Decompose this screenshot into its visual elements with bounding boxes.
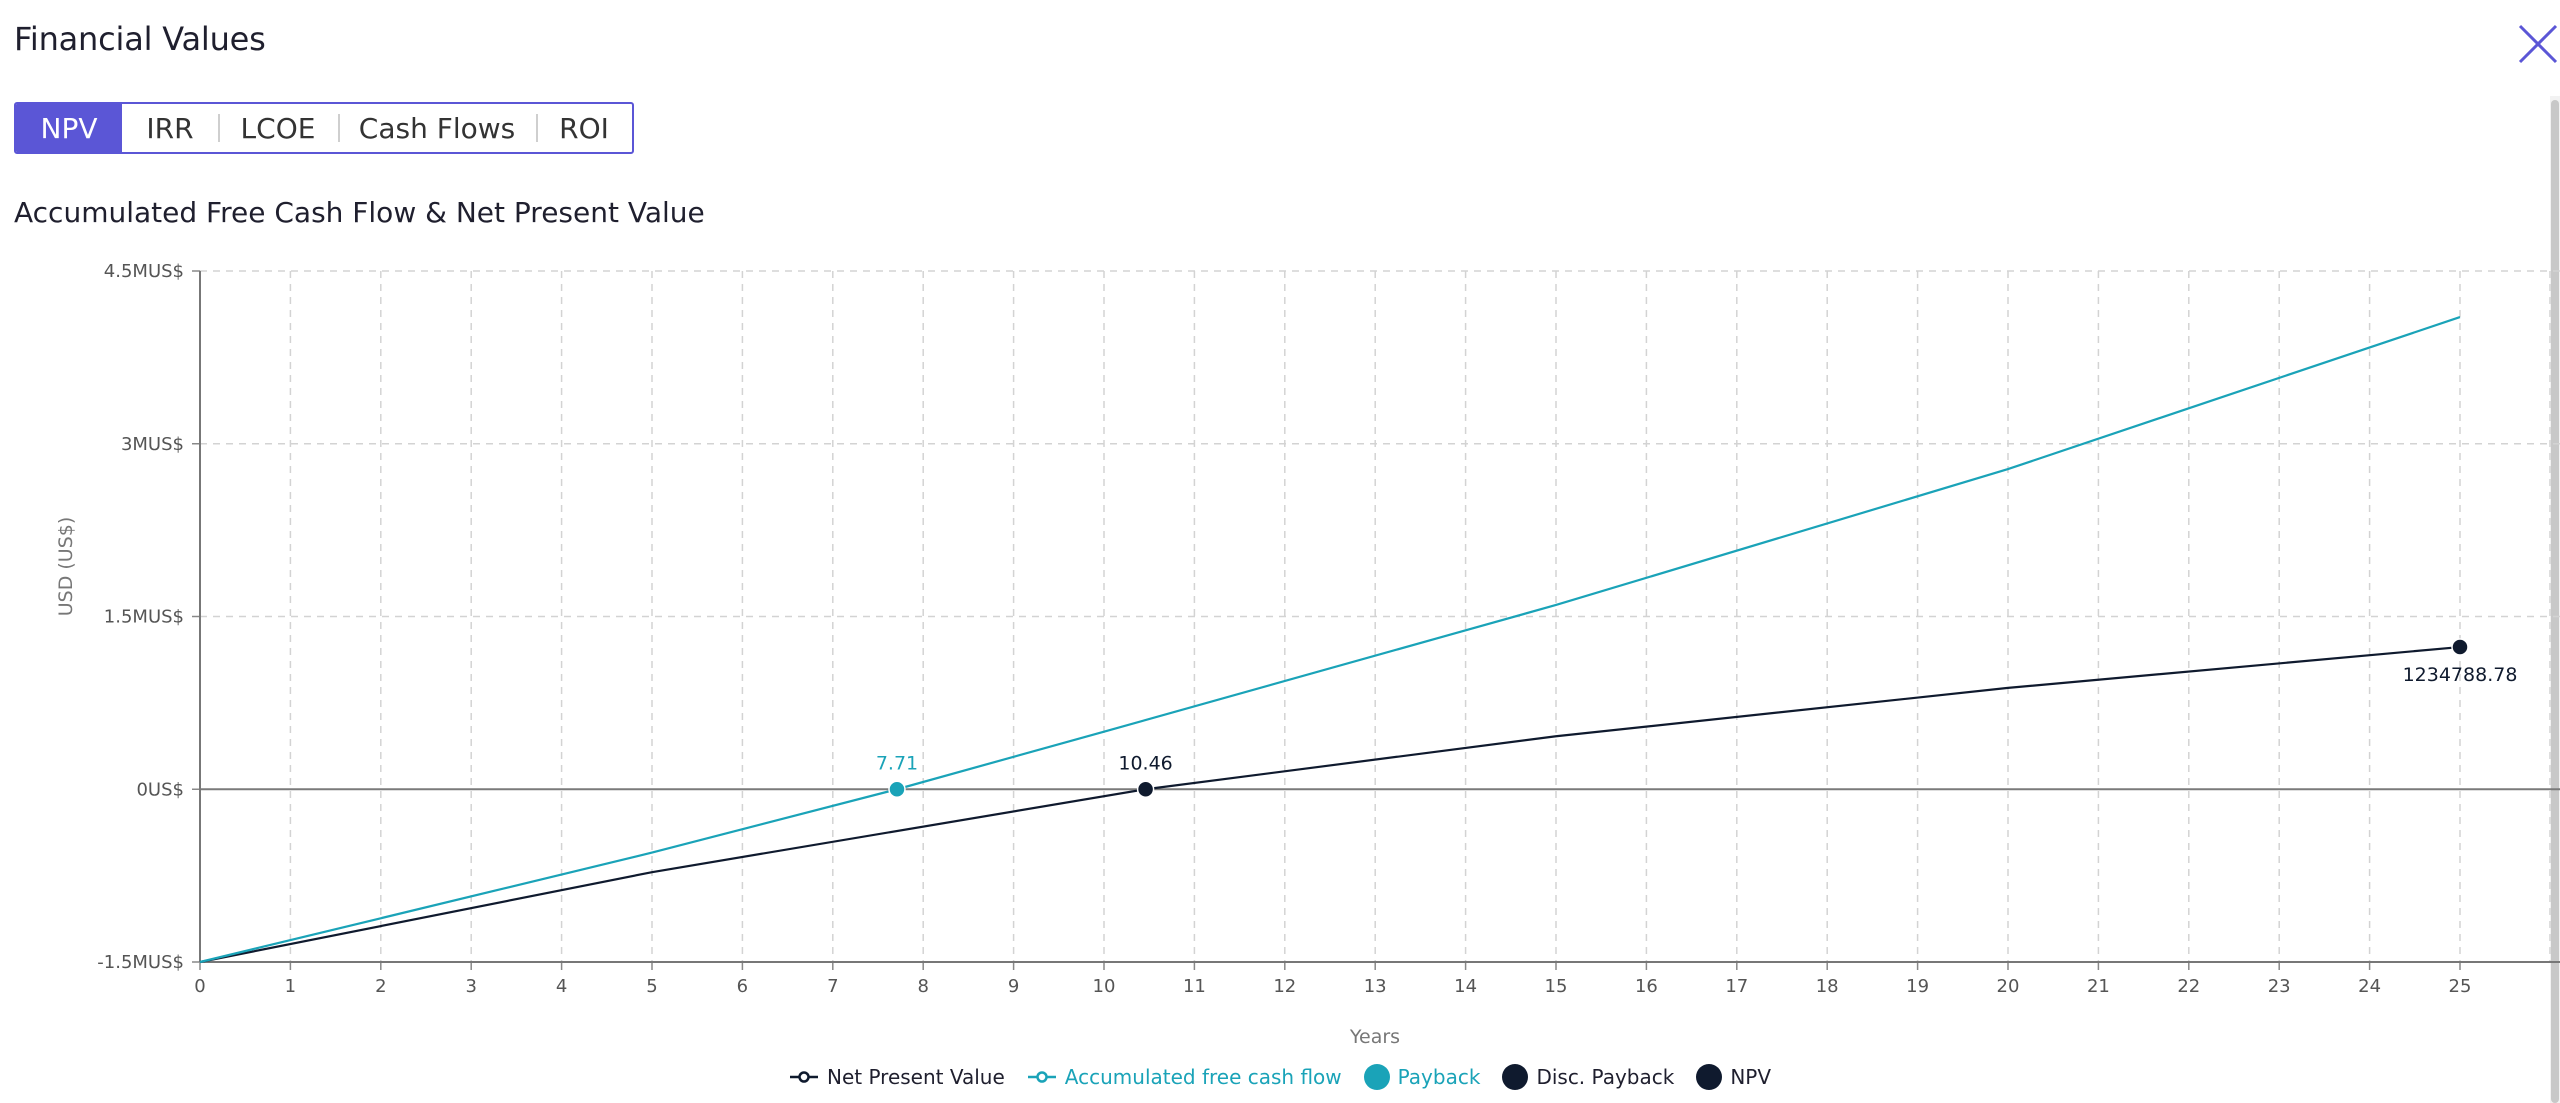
x-tick-label: 16 <box>1635 976 1658 997</box>
payback-data-label: 7.71 <box>876 752 918 774</box>
legend-dot-icon <box>1363 1064 1390 1090</box>
markers: 7.71 10.46 1234788.78 <box>876 638 2518 798</box>
x-tick-label: 19 <box>1906 976 1929 997</box>
tab-roi[interactable]: ROI <box>536 104 632 152</box>
x-tick-label: 6 <box>737 976 748 997</box>
tab-cash-flows[interactable]: Cash Flows <box>338 104 536 152</box>
y-tick-label: -1.5MUS$ <box>97 952 184 973</box>
x-tick-label: 21 <box>2087 976 2110 997</box>
series-lines <box>199 316 2461 964</box>
x-tick-label: 2 <box>375 976 386 997</box>
legend-label: Net Present Value <box>826 1065 1005 1089</box>
x-tick-label: 13 <box>1364 976 1387 997</box>
x-tick-label: 24 <box>2358 976 2381 997</box>
axes: 0 1 2 3 4 5 6 7 8 9 10 11 12 13 14 15 16 17 18 19 20 21 22 23 24… <box>97 261 2560 997</box>
x-tick-label: 25 <box>2449 976 2472 997</box>
legend-line-icon <box>789 1071 818 1083</box>
legend-label: Disc. Payback <box>1536 1065 1675 1089</box>
legend-label: NPV <box>1730 1065 1772 1089</box>
legend-item-npv[interactable]: NPV <box>1696 1064 1771 1090</box>
tab-npv[interactable]: NPV <box>16 104 122 152</box>
x-tick-label: 5 <box>646 976 657 997</box>
y-axis-title: USD (US$) <box>55 517 77 617</box>
disc-payback-marker <box>1136 780 1155 798</box>
tab-irr[interactable]: IRR <box>146 111 194 145</box>
y-tick-label: 4.5MUS$ <box>104 261 184 282</box>
chart-legend: Net Present Value Accumulated free cash f… <box>0 1064 2560 1090</box>
x-tick-label: 11 <box>1183 976 1206 997</box>
legend-line-icon <box>1027 1071 1056 1083</box>
npv-series-line <box>199 645 2461 964</box>
x-tick-label: 0 <box>194 976 205 997</box>
accumulated-fcf-series-line <box>199 316 2461 964</box>
legend-item-payback[interactable]: Payback <box>1363 1064 1481 1090</box>
x-tick-label: 17 <box>1725 976 1748 997</box>
scrollbar-thumb[interactable] <box>2551 100 2559 1103</box>
tab-lcoe[interactable]: LCOE <box>218 104 338 152</box>
x-tick-label: 14 <box>1454 976 1477 997</box>
x-tick-label: 7 <box>827 976 838 997</box>
npv-marker <box>2451 638 2469 656</box>
x-tick-label: 9 <box>1008 976 1019 997</box>
legend-label: Payback <box>1397 1065 1481 1089</box>
disc-payback-data-label: 10.46 <box>1118 752 1172 774</box>
x-tick-label: 4 <box>556 976 567 997</box>
x-tick-label: 12 <box>1273 976 1296 997</box>
legend-item-accumulated-free-cash-flow[interactable]: Accumulated free cash flow <box>1027 1065 1342 1089</box>
metric-tabs: NPV IRR LCOE Cash Flows ROI <box>14 102 634 154</box>
payback-marker <box>888 780 906 798</box>
x-axis-title: Years <box>1349 1026 1400 1048</box>
dialog-title: Financial Values <box>14 20 266 58</box>
legend-item-disc-payback[interactable]: Disc. Payback <box>1502 1064 1674 1090</box>
x-tick-label: 23 <box>2268 976 2291 997</box>
x-tick-label: 22 <box>2177 976 2200 997</box>
y-tick-label: 1.5MUS$ <box>104 607 184 628</box>
x-tick-label: 1 <box>285 976 296 997</box>
grid-lines <box>199 270 2560 963</box>
legend-item-net-present-value[interactable]: Net Present Value <box>789 1065 1005 1089</box>
chart-title: Accumulated Free Cash Flow & Net Present… <box>14 196 705 229</box>
legend-dot-icon <box>1696 1064 1723 1090</box>
x-tick-label: 20 <box>1997 976 2020 997</box>
npv-data-label: 1234788.78 <box>2403 664 2518 686</box>
y-tick-label: 3MUS$ <box>121 434 184 455</box>
legend-dot-icon <box>1502 1064 1529 1090</box>
y-tick-label: 0US$ <box>136 779 184 800</box>
x-tick-label: 3 <box>465 976 476 997</box>
close-icon[interactable] <box>2516 22 2560 66</box>
x-tick-label: 15 <box>1545 976 1568 997</box>
x-tick-label: 10 <box>1093 976 1116 997</box>
legend-label: Accumulated free cash flow <box>1064 1065 1342 1089</box>
x-tick-label: 8 <box>917 976 928 997</box>
x-tick-label: 18 <box>1816 976 1839 997</box>
